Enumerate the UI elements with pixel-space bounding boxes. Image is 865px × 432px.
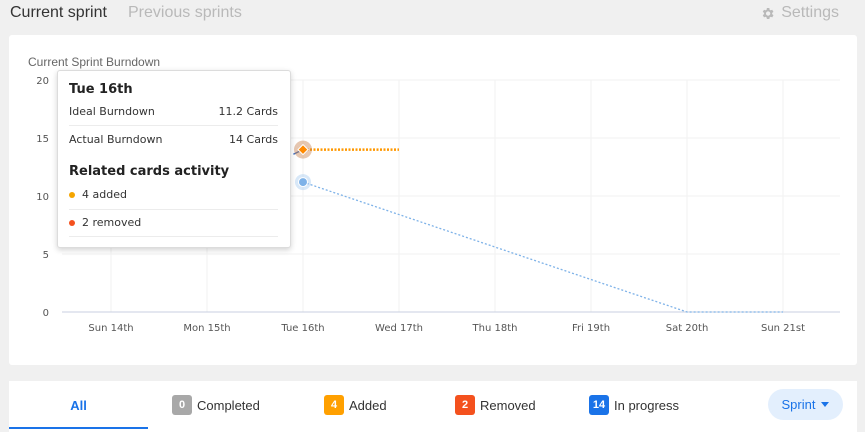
sprint-dropdown-button[interactable]: Sprint bbox=[768, 389, 843, 420]
x-tick-label: Thu 18th bbox=[472, 323, 518, 334]
chart-title: Current Sprint Burndown bbox=[28, 55, 161, 69]
tooltip-activity-added: 4 added bbox=[69, 188, 127, 201]
filter-added-label: Added bbox=[349, 397, 387, 413]
tooltip-activity-removed-text: 2 removed bbox=[82, 216, 142, 229]
tab-previous-sprints[interactable]: Previous sprints bbox=[128, 4, 242, 21]
top-tab-bar: Current sprint Previous sprints Settings bbox=[0, 0, 865, 30]
y-tick-label: 0 bbox=[43, 308, 49, 319]
chevron-down-icon bbox=[821, 402, 830, 407]
y-tick-label: 20 bbox=[36, 76, 49, 87]
filter-removed-label: Removed bbox=[480, 397, 536, 413]
tooltip-activity-added-text: 4 added bbox=[82, 188, 127, 201]
tooltip-row-actual: Actual Burndown 14 Cards bbox=[69, 133, 278, 146]
ideal-point bbox=[298, 177, 308, 188]
sprint-dropdown-label: Sprint bbox=[781, 397, 816, 412]
x-tick-label: Fri 19th bbox=[572, 323, 610, 334]
tooltip-divider bbox=[69, 236, 278, 237]
burndown-chart: 0 5 10 15 20 Sun 14th Mon 15th Tue 16th Wed 17th… bbox=[36, 76, 840, 334]
y-tick-label: 10 bbox=[36, 192, 49, 203]
tooltip-actual-label: Actual Burndown bbox=[69, 133, 163, 146]
tooltip-row-ideal: Ideal Burndown 11.2 Cards bbox=[69, 105, 278, 118]
x-tick-label: Sun 21st bbox=[761, 323, 805, 334]
x-tick-label: Sat 20th bbox=[666, 323, 709, 334]
filter-completed-tab[interactable]: 0 Completed bbox=[172, 381, 260, 429]
in-progress-count-badge: 14 bbox=[589, 395, 609, 415]
tooltip-activity-removed: 2 removed bbox=[69, 216, 141, 229]
actual-point bbox=[297, 143, 309, 156]
removed-dot-icon bbox=[69, 219, 75, 226]
settings-button[interactable]: Settings bbox=[760, 4, 839, 22]
filter-in-progress-label: In progress bbox=[614, 397, 680, 413]
tooltip-ideal-label: Ideal Burndown bbox=[69, 105, 155, 118]
tab-current-sprint[interactable]: Current sprint bbox=[10, 4, 107, 21]
gear-icon bbox=[762, 7, 774, 19]
tooltip-divider bbox=[69, 209, 278, 210]
tooltip-activity-title: Related cards activity bbox=[69, 164, 230, 179]
active-tab-indicator bbox=[9, 427, 148, 429]
x-tick-label: Sun 14th bbox=[88, 323, 133, 334]
settings-label: Settings bbox=[781, 4, 839, 21]
y-tick-label: 15 bbox=[36, 134, 49, 145]
filter-removed-tab[interactable]: 2 Removed bbox=[455, 381, 536, 429]
tooltip-divider bbox=[69, 125, 278, 126]
removed-count-badge: 2 bbox=[455, 395, 475, 415]
x-tick-label: Tue 16th bbox=[280, 323, 324, 334]
x-tick-label: Mon 15th bbox=[183, 323, 230, 334]
filter-all-tab[interactable]: All bbox=[70, 397, 87, 413]
y-tick-label: 5 bbox=[43, 250, 49, 261]
filter-added-tab[interactable]: 4 Added bbox=[324, 381, 387, 429]
added-dot-icon bbox=[69, 191, 75, 198]
filter-completed-label: Completed bbox=[197, 397, 260, 413]
tooltip-ideal-value: 11.2 Cards bbox=[218, 105, 278, 118]
completed-count-badge: 0 bbox=[172, 395, 192, 415]
added-count-badge: 4 bbox=[324, 395, 344, 415]
tooltip-actual-value: 14 Cards bbox=[229, 133, 278, 146]
series-line bbox=[302, 181, 783, 313]
filter-bar: All 0 Completed 4 Added 2 Removed 14 In … bbox=[9, 381, 857, 432]
filter-in-progress-tab[interactable]: 14 In progress bbox=[589, 381, 679, 429]
chart-tooltip: Tue 16th Ideal Burndown 11.2 Cards Actua… bbox=[57, 70, 291, 248]
x-tick-label: Wed 17th bbox=[375, 323, 423, 334]
tooltip-date: Tue 16th bbox=[69, 82, 133, 97]
